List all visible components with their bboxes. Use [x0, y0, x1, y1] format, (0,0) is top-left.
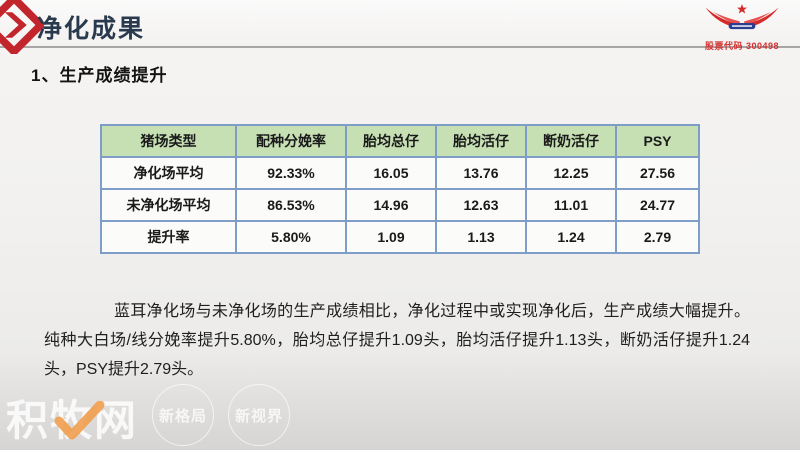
table-cell: 2.79: [615, 220, 700, 254]
company-logo-icon: [705, 4, 779, 30]
table-cell: 12.25: [525, 156, 617, 190]
table-row: 未净化场平均 86.53% 14.96 12.63 11.01 24.77: [100, 188, 700, 222]
table-cell: 11.01: [525, 188, 617, 222]
column-header: 猪场类型: [100, 124, 237, 158]
table-row: 净化场平均 92.33% 16.05 13.76 12.25 27.56: [100, 156, 700, 190]
table-cell: 13.76: [435, 156, 527, 190]
header-band: 净化成果 股票代码 300498: [0, 0, 800, 54]
table-cell: 16.05: [345, 156, 437, 190]
table-cell: 提升率: [100, 220, 237, 254]
column-header: PSY: [615, 124, 700, 158]
diamond-chevron-icon: [0, 0, 44, 54]
stamp-circle: 新视界: [228, 384, 291, 446]
stock-code-label: 股票代码 300498: [704, 41, 780, 51]
watermark-logo: 积牧网: [6, 387, 138, 448]
stamp-text: 新视界: [235, 407, 284, 425]
results-table: 猪场类型 配种分娩率 胎均总仔 胎均活仔 断奶活仔 PSY 净化场平均 92.3…: [100, 124, 700, 254]
stamp-text: 新格局: [159, 407, 208, 425]
column-header: 胎均总仔: [345, 124, 437, 158]
section-title: 1、生产成绩提升: [31, 66, 168, 85]
table-cell: 未净化场平均: [100, 188, 237, 222]
summary-paragraph: 蓝耳净化场与未净化场的生产成绩相比，净化过程中或实现净化后，生产成绩大幅提升。纯…: [44, 303, 750, 379]
table-cell: 24.77: [615, 188, 700, 222]
checkmark-icon: [54, 400, 105, 439]
table-cell: 27.56: [615, 156, 700, 190]
table-cell: 净化场平均: [100, 156, 237, 190]
watermark: 积牧网 新格局 新视界: [6, 384, 291, 448]
table-cell: 92.33%: [235, 156, 347, 190]
column-header: 配种分娩率: [235, 124, 347, 158]
table-cell: 12.63: [435, 188, 527, 222]
column-header: 胎均活仔: [435, 124, 527, 158]
table-cell: 5.80%: [235, 220, 347, 254]
table-cell: 86.53%: [235, 188, 347, 222]
table-cell: 1.09: [345, 220, 437, 254]
stamp-circle: 新格局: [152, 384, 215, 446]
page-title: 净化成果: [37, 15, 146, 43]
column-header: 断奶活仔: [525, 124, 617, 158]
table-cell: 14.96: [345, 188, 437, 222]
table-row: 提升率 5.80% 1.09 1.13 1.24 2.79: [100, 220, 700, 254]
table-cell: 1.13: [435, 220, 527, 254]
company-logo: 股票代码 300498: [696, 3, 788, 52]
table-cell: 1.24: [525, 220, 617, 254]
table-header-row: 猪场类型 配种分娩率 胎均总仔 胎均活仔 断奶活仔 PSY: [100, 124, 700, 158]
